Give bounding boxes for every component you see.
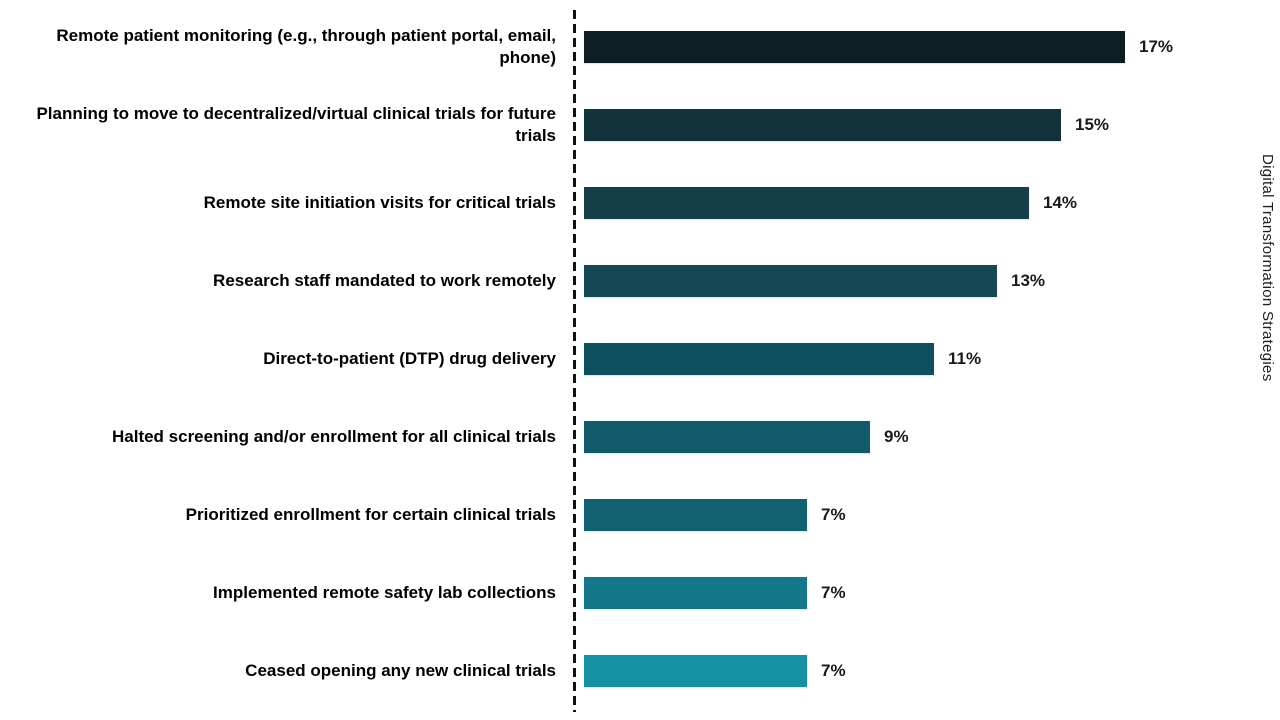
bar [584, 499, 807, 531]
bar-row: Planning to move to decentralized/virtua… [0, 86, 1280, 164]
bar-zone: 11% [584, 343, 981, 375]
bar-zone: 7% [584, 499, 846, 531]
category-label: Direct-to-patient (DTP) drug delivery [263, 349, 556, 369]
bar-zone: 7% [584, 655, 846, 687]
bar [584, 187, 1029, 219]
bar-row: Direct-to-patient (DTP) drug delivery 11… [0, 320, 1280, 398]
bar [584, 109, 1061, 141]
category-label: Research staff mandated to work remotely [213, 271, 556, 291]
bar-rows: Remote patient monitoring (e.g., through… [0, 8, 1280, 710]
category-label: Remote site initiation visits for critic… [203, 193, 556, 213]
value-label: 13% [1011, 271, 1046, 290]
bar-zone: 17% [584, 31, 1173, 63]
value-label: 17% [1139, 37, 1174, 56]
bar [584, 265, 997, 297]
bar-row: Remote site initiation visits for critic… [0, 164, 1280, 242]
bar-row: Research staff mandated to work remotely… [0, 242, 1280, 320]
category-label: Implemented remote safety lab collection… [213, 583, 556, 603]
bar [584, 655, 807, 687]
bar-zone: 7% [584, 577, 846, 609]
value-label: 7% [821, 505, 846, 524]
category-label: Halted screening and/or enrollment for a… [111, 427, 556, 447]
value-label: 7% [821, 583, 846, 602]
bar [584, 577, 807, 609]
category-label: Prioritized enrollment for certain clini… [185, 505, 556, 525]
bar-zone: 14% [584, 187, 1077, 219]
bar-zone: 13% [584, 265, 1045, 297]
bar-row: Implemented remote safety lab collection… [0, 554, 1280, 632]
value-label: 7% [821, 661, 846, 680]
bar [584, 31, 1125, 63]
bar-row: Remote patient monitoring (e.g., through… [0, 8, 1280, 86]
bar-zone: 15% [584, 109, 1109, 141]
value-label: 14% [1043, 193, 1078, 212]
category-label: Ceased opening any new clinical trials [245, 661, 556, 681]
category-label: Remote patient monitoring (e.g., through… [56, 26, 556, 67]
value-label: 9% [884, 427, 909, 446]
axis-divider-dashed-line [573, 10, 576, 712]
y-axis-title: Digital Transformation Strategies [1259, 154, 1276, 382]
category-label: Planning to move to decentralized/virtua… [36, 104, 556, 145]
bar [584, 421, 870, 453]
bar-row: Halted screening and/or enrollment for a… [0, 398, 1280, 476]
value-label: 15% [1075, 115, 1110, 134]
bar-row: Prioritized enrollment for certain clini… [0, 476, 1280, 554]
bar-zone: 9% [584, 421, 909, 453]
bar-row: Ceased opening any new clinical trials 7… [0, 632, 1280, 710]
bar [584, 343, 934, 375]
value-label: 11% [948, 349, 982, 368]
